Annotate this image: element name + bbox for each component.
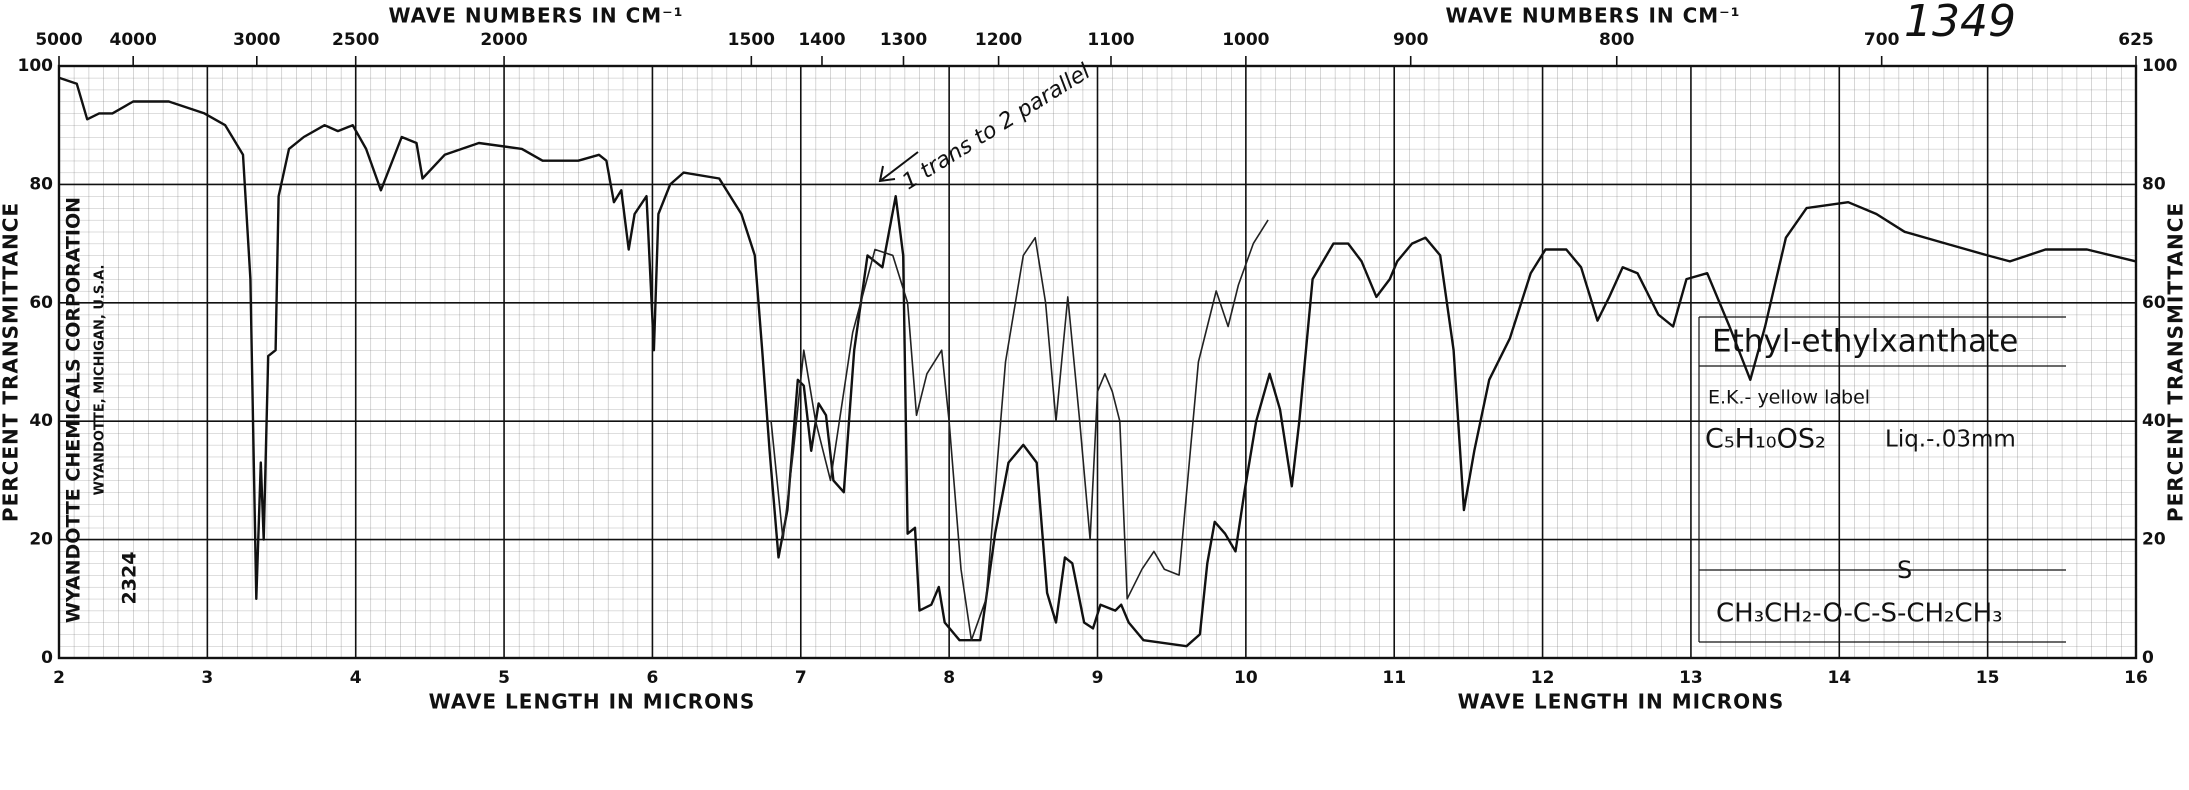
x-tick-label: 10 xyxy=(1234,668,1258,688)
x-tick-label: 14 xyxy=(1827,668,1851,688)
x-tick-label: 2 xyxy=(53,668,65,688)
chart-code: 2324 xyxy=(119,552,141,605)
x2-tick-label: 900 xyxy=(1393,30,1429,50)
x2-tick-label: 1000 xyxy=(1222,30,1269,50)
y-axis-title-right: PERCENT TRANSMITTANCE xyxy=(2164,202,2188,522)
y-tick-label-right: 20 xyxy=(2142,530,2166,550)
x2-tick-label: 1200 xyxy=(975,30,1022,50)
source: E.K.- yellow label xyxy=(1708,387,1870,409)
x2-tick-label: 2000 xyxy=(480,30,527,50)
y-tick-label: 20 xyxy=(29,530,53,550)
sulfur: S xyxy=(1897,556,1912,584)
chart-number: 1349 xyxy=(1904,0,2016,47)
y-tick-label-right: 80 xyxy=(2142,174,2166,194)
x2-tick-label: 700 xyxy=(1864,30,1900,50)
x2-tick-label: 1100 xyxy=(1087,30,1134,50)
x-tick-label: 11 xyxy=(1382,668,1406,688)
plot-frame xyxy=(57,64,2138,660)
x2-tick-label: 1400 xyxy=(798,30,845,50)
top-axis-title: WAVE NUMBERS IN CM⁻¹ xyxy=(389,4,684,28)
y-tick-label: 100 xyxy=(18,56,54,76)
x-tick-label: 5 xyxy=(498,668,510,688)
bottom-axis-title: WAVE LENGTH IN MICRONS xyxy=(429,690,756,714)
x-tick-label: 9 xyxy=(1092,668,1104,688)
x2-tick-label: 4000 xyxy=(110,30,157,50)
x-tick-label: 7 xyxy=(795,668,807,688)
y-tick-label-right: 100 xyxy=(2142,56,2178,76)
company: WYANDOTTE CHEMICALS CORPORATION xyxy=(63,197,85,623)
x2-tick-label: 800 xyxy=(1599,30,1635,50)
x-tick-label: 12 xyxy=(1531,668,1555,688)
formula: C₅H₁₀OS₂ xyxy=(1705,424,1826,455)
x2-tick-label: 3000 xyxy=(233,30,280,50)
x2-tick-label: 2500 xyxy=(332,30,379,50)
x-tick-label: 15 xyxy=(1976,668,2000,688)
x2-tick-label: 625 xyxy=(2118,30,2154,50)
x-tick-label: 13 xyxy=(1679,668,1703,688)
note-arrow xyxy=(878,151,919,183)
y-tick-label-right: 40 xyxy=(2142,411,2166,431)
x-tick-label: 3 xyxy=(201,668,213,688)
annotation-box xyxy=(1698,316,2066,643)
y-tick-label: 40 xyxy=(29,411,53,431)
y-tick-label: 80 xyxy=(29,174,53,194)
y-tick-label-right: 60 xyxy=(2142,293,2166,313)
x-tick-label: 16 xyxy=(2124,668,2148,688)
structure: CH₃CH₂-O-C-S-CH₂CH₃ xyxy=(1716,599,2003,629)
sample: Liq.-.03mm xyxy=(1885,427,2016,453)
y-tick-label: 60 xyxy=(29,293,53,313)
spectrum-line xyxy=(58,76,2137,648)
top-axis-title: WAVE NUMBERS IN CM⁻¹ xyxy=(1446,4,1741,28)
bottom-axis-title: WAVE LENGTH IN MICRONS xyxy=(1458,690,1785,714)
x2-tick-label: 1300 xyxy=(880,30,927,50)
spectrum-line xyxy=(770,219,1269,641)
company-location: WYANDOTTE, MICHIGAN, U.S.A. xyxy=(93,265,108,496)
y-tick-label-right: 0 xyxy=(2142,648,2154,668)
x-tick-label: 4 xyxy=(350,668,362,688)
x2-tick-label: 1500 xyxy=(728,30,775,50)
y-tick-label: 0 xyxy=(41,648,53,668)
x2-tick-label: 5000 xyxy=(35,30,82,50)
y-axis-title: PERCENT TRANSMITTANCE xyxy=(0,202,23,522)
x-tick-label: 8 xyxy=(943,668,955,688)
x-tick-label: 6 xyxy=(647,668,659,688)
